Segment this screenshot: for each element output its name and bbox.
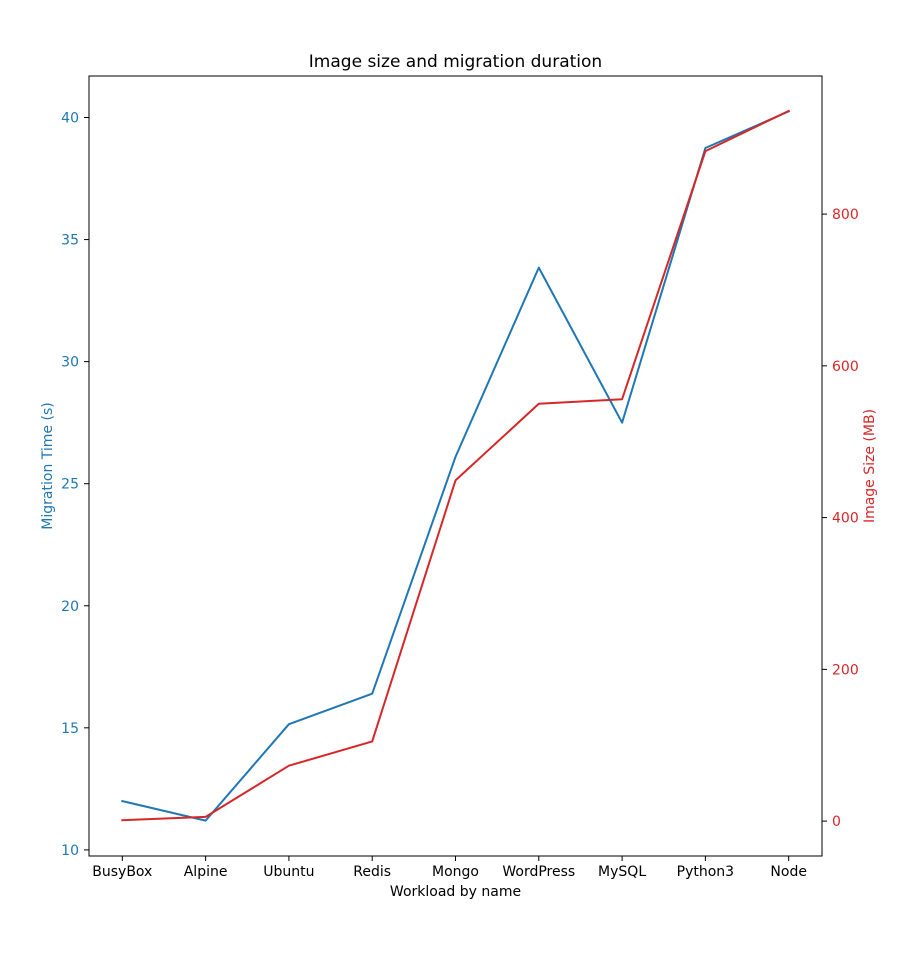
- x-axis-label: Workload by name: [390, 884, 521, 900]
- left-y-tick-label: 40: [61, 111, 79, 127]
- right-y-axis: 0 200 400 600 800: [822, 207, 859, 830]
- x-tick-label: Python3: [677, 864, 734, 880]
- series-layer: [121, 109, 791, 822]
- left-y-tick-label: 10: [61, 843, 79, 859]
- right-y-tick-label: 800: [832, 207, 859, 223]
- left-y-axis-label: Migration Time (s): [40, 402, 56, 529]
- right-y-axis-label: Image Size (MB): [862, 409, 878, 523]
- left-y-tick-label: 15: [61, 721, 79, 737]
- x-axis: BusyBox Alpine Ubuntu Redis Mongo WordPress My…: [92, 856, 807, 880]
- left-y-tick-label: 20: [61, 599, 79, 615]
- right-y-tick-label: 0: [832, 814, 841, 830]
- x-tick-label: WordPress: [502, 864, 575, 880]
- x-tick-label: Mongo: [432, 864, 479, 880]
- x-tick-label: Node: [770, 864, 807, 880]
- x-tick-label: Alpine: [184, 864, 228, 880]
- chart-title: Image size and migration duration: [309, 52, 602, 72]
- image-size-line: [121, 109, 791, 822]
- migration-time-line: [121, 110, 790, 822]
- right-y-tick-label: 400: [832, 511, 859, 527]
- x-tick-label: Ubuntu: [263, 864, 314, 880]
- left-y-tick-label: 30: [61, 355, 79, 371]
- x-tick-label: BusyBox: [92, 864, 152, 880]
- x-tick-label: MySQL: [598, 864, 646, 880]
- right-y-tick-label: 600: [832, 359, 859, 375]
- left-y-axis: 10 15 20 25 30 35 40: [61, 111, 89, 859]
- left-y-tick-label: 25: [61, 477, 79, 493]
- right-y-tick-label: 200: [832, 662, 859, 678]
- left-y-tick-label: 35: [61, 233, 79, 249]
- x-tick-label: Redis: [353, 864, 391, 880]
